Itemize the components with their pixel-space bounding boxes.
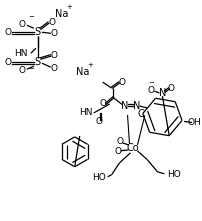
Text: O: O [50,64,57,73]
Text: O: O [50,29,57,38]
Text: HO: HO [92,173,106,182]
Text: O: O [4,58,12,67]
Text: +: + [67,4,73,10]
Text: O: O [118,78,125,87]
Text: O: O [99,99,106,108]
Text: C: C [137,109,144,118]
Text: O: O [48,18,55,27]
Text: O: O [168,84,175,93]
Text: O: O [18,66,25,75]
Text: S: S [35,27,41,37]
Text: O: O [114,147,121,156]
Text: N: N [121,101,128,111]
Text: HN: HN [79,109,93,118]
Text: N: N [159,88,166,98]
Text: Co: Co [126,143,139,153]
Text: O: O [18,20,25,29]
Text: −: − [148,80,154,86]
Text: N: N [133,101,140,111]
Text: O: O [4,28,12,37]
Text: OH: OH [187,118,201,127]
Text: O: O [148,86,155,95]
Text: O: O [50,51,57,60]
Text: −: − [28,14,34,20]
Text: −: − [28,66,34,72]
Text: Na: Na [76,67,89,77]
Text: Na: Na [55,9,68,19]
Text: O: O [116,137,123,146]
Text: HN: HN [14,49,28,58]
Text: O: O [95,117,102,126]
Text: +: + [88,62,94,68]
Text: S: S [35,57,41,67]
Text: HO: HO [167,170,181,179]
